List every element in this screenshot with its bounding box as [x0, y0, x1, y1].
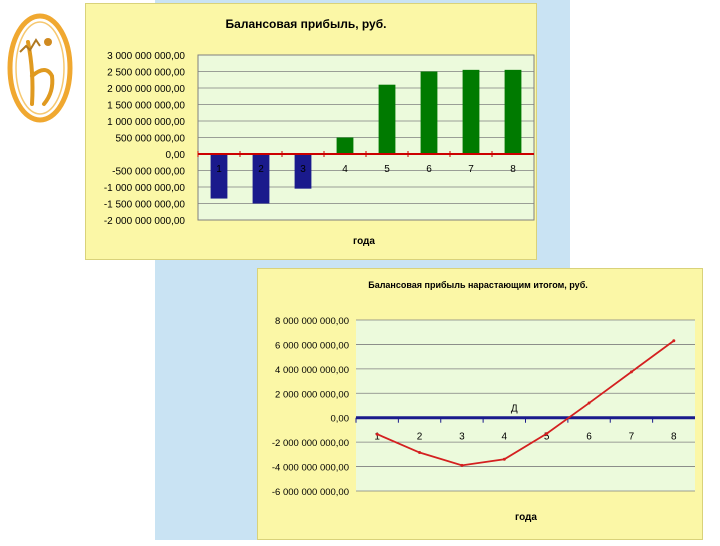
series-line — [376, 340, 675, 467]
annotation-label: Д — [511, 404, 518, 415]
y-tick-label: -6 000 000 000,00 — [272, 487, 349, 498]
chart-title: Балансовая прибыль, руб. — [226, 17, 387, 31]
x-tick-label: 7 — [629, 432, 635, 443]
cumulative-profit-chart-panel: Балансовая прибыль нарастающим итогом, р… — [257, 268, 703, 540]
x-tick-label: 6 — [586, 432, 592, 443]
bar — [336, 137, 354, 154]
bar — [252, 154, 270, 204]
y-tick-label: -1 500 000 000,00 — [104, 200, 186, 211]
x-tick-label: 5 — [544, 432, 550, 443]
y-tick-label: -2 000 000 000,00 — [272, 438, 349, 449]
profit-bar-chart: Балансовая прибыль, руб. 3 000 000 000,0… — [104, 17, 535, 247]
data-point — [375, 432, 379, 436]
y-tick-label: 0,00 — [331, 414, 350, 425]
data-point — [418, 451, 422, 455]
x-tick-label: 4 — [502, 432, 508, 443]
data-point — [629, 370, 633, 374]
cumulative-line-chart: Балансовая прибыль нарастающим итогом, р… — [272, 280, 695, 523]
y-tick-label: -4 000 000 000,00 — [272, 463, 349, 474]
x-tick-label: 3 — [300, 164, 306, 175]
data-point — [672, 339, 676, 343]
x-axis-label: года — [515, 512, 537, 523]
x-tick-label: 2 — [258, 164, 264, 175]
y-tick-label: -2 000 000 000,00 — [104, 216, 186, 227]
y-tick-label: 3 000 000 000,00 — [107, 51, 185, 62]
x-tick-label: 1 — [216, 164, 222, 175]
bar — [504, 69, 522, 154]
y-tick-label: 6 000 000 000,00 — [275, 340, 349, 351]
x-tick-label: 2 — [417, 432, 423, 443]
y-tick-label: -1 000 000 000,00 — [104, 183, 186, 194]
x-tick-label: 7 — [468, 164, 474, 175]
data-point — [502, 457, 506, 461]
y-tick-label: 500 000 000,00 — [115, 134, 185, 145]
plot-area — [356, 320, 695, 491]
x-tick-label: 8 — [510, 164, 516, 175]
y-tick-label: 2 500 000 000,00 — [107, 68, 185, 79]
y-tick-label: 4 000 000 000,00 — [275, 365, 349, 376]
y-tick-label: 1 000 000 000,00 — [107, 117, 185, 128]
x-tick-label: 1 — [374, 432, 380, 443]
data-point — [460, 463, 464, 467]
chart-title: Балансовая прибыль нарастающим итогом, р… — [368, 280, 588, 290]
bar — [294, 154, 312, 189]
y-tick-label: -500 000 000,00 — [112, 167, 185, 178]
x-tick-label: 5 — [384, 164, 390, 175]
x-tick-label: 8 — [671, 432, 677, 443]
data-point — [587, 401, 591, 405]
profit-chart-panel: Балансовая прибыль, руб. 3 000 000 000,0… — [85, 3, 537, 260]
bar — [462, 69, 480, 154]
y-tick-label: 0,00 — [166, 150, 186, 161]
data-point — [545, 432, 549, 436]
x-tick-label: 4 — [342, 164, 348, 175]
y-tick-label: 1 500 000 000,00 — [107, 101, 185, 112]
y-tick-label: 8 000 000 000,00 — [275, 316, 349, 327]
x-tick-label: 6 — [426, 164, 432, 175]
bar — [378, 84, 396, 154]
x-axis-label: года — [353, 236, 375, 247]
x-tick-label: 3 — [459, 432, 465, 443]
y-tick-label: 2 000 000 000,00 — [275, 389, 349, 400]
bar — [420, 71, 438, 154]
y-tick-label: 2 000 000 000,00 — [107, 84, 185, 95]
bar — [210, 154, 228, 199]
logo-icon — [7, 13, 73, 123]
